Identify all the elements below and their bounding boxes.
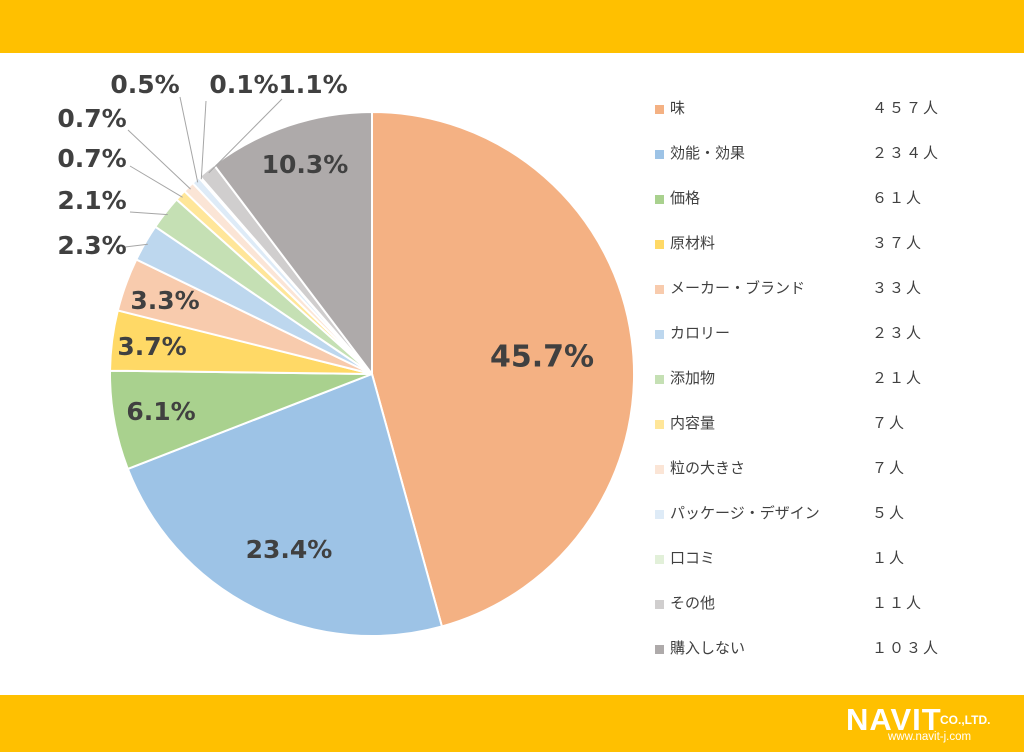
legend-count: １１人 bbox=[872, 594, 924, 612]
header-band bbox=[0, 0, 1024, 53]
legend-count: ７人 bbox=[872, 459, 907, 477]
leader-line bbox=[124, 243, 148, 248]
legend-count: ３７人 bbox=[872, 234, 924, 252]
data-label: 0.5% bbox=[110, 70, 179, 99]
legend-item: パッケージ・デザイン ５人 bbox=[652, 499, 972, 544]
leader-line bbox=[127, 129, 191, 190]
data-label: 1.1% bbox=[278, 70, 347, 99]
legend-label: 原材料 bbox=[670, 234, 716, 252]
legend-count: ２３人 bbox=[872, 324, 924, 342]
legend-label: その他 bbox=[670, 594, 716, 612]
legend-label: 効能・効果 bbox=[670, 144, 746, 162]
data-label: 23.4% bbox=[246, 535, 333, 564]
data-label: 0.7% bbox=[57, 104, 126, 133]
data-label: 2.3% bbox=[57, 231, 126, 260]
legend-label: 添加物 bbox=[670, 369, 716, 387]
legend-swatch bbox=[655, 555, 664, 564]
leader-line bbox=[129, 165, 183, 198]
legend-count: ２１人 bbox=[872, 369, 924, 387]
legend-swatch bbox=[655, 600, 664, 609]
leader-line bbox=[129, 211, 168, 216]
data-label: 3.7% bbox=[117, 332, 186, 361]
data-label: 3.3% bbox=[130, 286, 199, 315]
legend-label: 内容量 bbox=[670, 414, 716, 432]
data-label: 45.7% bbox=[490, 340, 594, 375]
legend-swatch bbox=[655, 330, 664, 339]
legend-label: 口コミ bbox=[670, 549, 716, 567]
legend-count: ７人 bbox=[872, 414, 907, 432]
legend-label: カロリー bbox=[670, 324, 731, 342]
data-label: 0.1% bbox=[209, 70, 278, 99]
data-label: 10.3% bbox=[262, 150, 349, 179]
legend-count: １人 bbox=[872, 549, 907, 567]
data-label: 0.7% bbox=[57, 144, 126, 173]
legend-count: ６１人 bbox=[872, 189, 924, 207]
legend-label: メーカー・ブランド bbox=[670, 279, 806, 297]
legend-item: 原材料 ３７人 bbox=[652, 229, 972, 274]
legend-count: ５人 bbox=[872, 504, 907, 522]
logo-suffix: CO.,LTD. bbox=[940, 713, 991, 727]
legend-swatch bbox=[655, 645, 664, 654]
pie-slice bbox=[126, 372, 444, 637]
legend-swatch bbox=[655, 195, 664, 204]
legend-count: ４５７人 bbox=[872, 99, 941, 117]
logo-mark: NAVIT bbox=[846, 702, 942, 737]
data-label: 2.1% bbox=[57, 186, 126, 215]
legend-swatch bbox=[655, 420, 664, 429]
legend-item: 味 ４５７人 bbox=[652, 94, 972, 139]
legend-swatch bbox=[655, 285, 664, 294]
legend-count: ２３４人 bbox=[872, 144, 941, 162]
legend-item: 内容量 ７人 bbox=[652, 409, 972, 454]
logo-url: www.navit-j.com bbox=[888, 731, 972, 743]
leader-line bbox=[179, 96, 199, 183]
legend-item: 口コミ １人 bbox=[652, 544, 972, 589]
navit-logo: NAVIT CO.,LTD. www.navit-j.com bbox=[846, 702, 1016, 746]
chart-legend: 味 ４５７人効能・効果 ２３４人価格 ６１人原材料 ３７人メーカー・ブランド ３３人カロリ… bbox=[652, 94, 972, 679]
legend-swatch bbox=[655, 240, 664, 249]
legend-label: パッケージ・デザイン bbox=[670, 504, 820, 522]
legend-swatch bbox=[655, 375, 664, 384]
legend-item: カロリー ２３人 bbox=[652, 319, 972, 364]
legend-item: 効能・効果 ２３４人 bbox=[652, 139, 972, 184]
legend-label: 味 bbox=[670, 99, 686, 117]
legend-item: 購入しない １０３人 bbox=[652, 634, 972, 679]
leader-line bbox=[208, 98, 283, 174]
legend-swatch bbox=[655, 150, 664, 159]
legend-swatch bbox=[655, 465, 664, 474]
legend-count: １０３人 bbox=[872, 639, 941, 657]
legend-swatch bbox=[655, 105, 664, 114]
legend-label: 購入しない bbox=[670, 639, 746, 657]
legend-item: 価格 ６１人 bbox=[652, 184, 972, 229]
pie-slice bbox=[371, 110, 635, 628]
legend-item: 粒の大きさ ７人 bbox=[652, 454, 972, 499]
footer-band bbox=[0, 695, 1024, 752]
legend-item: その他 １１人 bbox=[652, 589, 972, 634]
legend-label: 粒の大きさ bbox=[670, 459, 746, 477]
legend-item: メーカー・ブランド ３３人 bbox=[652, 274, 972, 319]
legend-item: 添加物 ２１人 bbox=[652, 364, 972, 409]
legend-swatch bbox=[655, 510, 664, 519]
legend-label: 価格 bbox=[670, 189, 701, 207]
legend-count: ３３人 bbox=[872, 279, 924, 297]
pie-chart: 45.7% 23.4% 6.1% 3.7% 3.3%2.3% 2.1% 0.7% 0.7% 0.… bbox=[57, 70, 635, 637]
leader-line bbox=[200, 100, 207, 180]
data-label: 6.1% bbox=[126, 397, 195, 426]
